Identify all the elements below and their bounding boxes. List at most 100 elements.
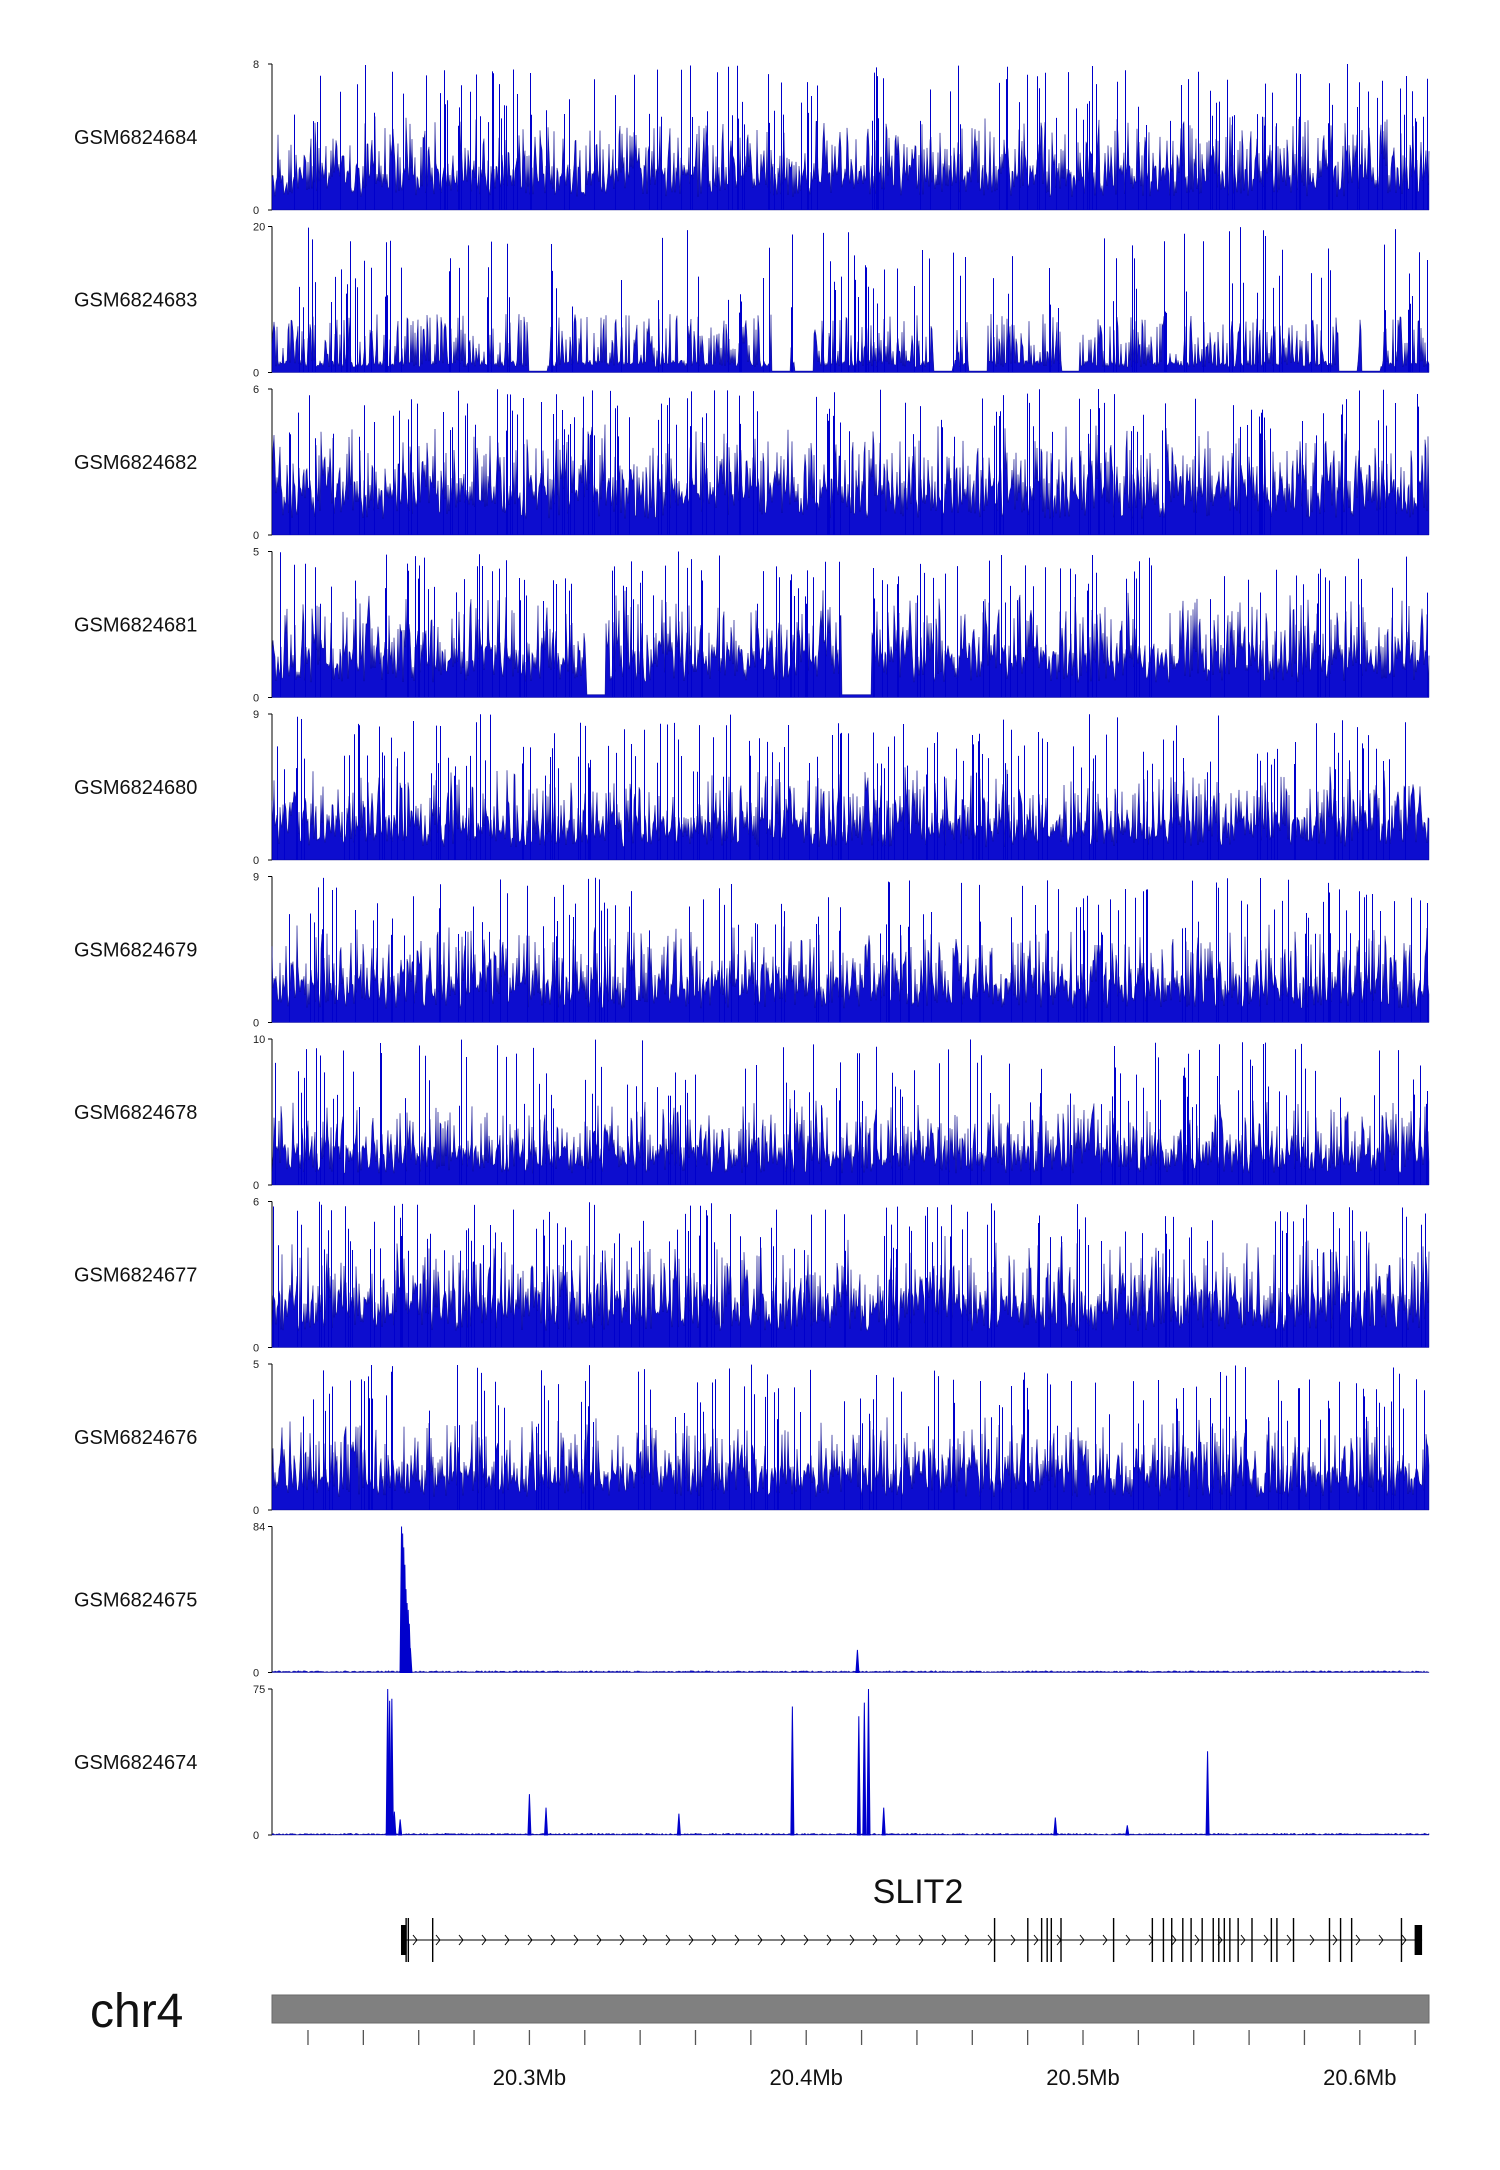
signal-area	[271, 1417, 1430, 1511]
y-tick-label-max: 6	[253, 384, 259, 396]
gene-exon	[405, 1918, 407, 1962]
gene-exon	[1292, 1918, 1295, 1962]
signal-peak	[1125, 1825, 1130, 1836]
signal-spikes	[303, 1364, 1425, 1510]
y-tick-label-max: 9	[253, 709, 259, 721]
track-GSM6824677: GSM6824677 6 0	[74, 1197, 1430, 1355]
y-tick-label-max: 8	[253, 59, 259, 71]
signal-spikes	[273, 1201, 1426, 1348]
signal-area	[271, 1098, 1430, 1186]
x-tick-label: 20.6Mb	[1323, 2065, 1396, 2090]
track-label: GSM6824681	[74, 615, 197, 637]
gene-exon	[1339, 1918, 1342, 1962]
x-tick-label: 20.3Mb	[493, 2065, 566, 2090]
track-label: GSM6824682	[74, 452, 197, 474]
track-label: GSM6824678	[74, 1102, 197, 1124]
signal-peak	[866, 1688, 871, 1836]
signal-peak	[398, 1819, 403, 1836]
signal-peak	[881, 1807, 886, 1836]
signal-peak	[1053, 1817, 1058, 1836]
gene-exon	[1171, 1918, 1173, 1962]
gene-exon	[1060, 1918, 1062, 1962]
gene-exon	[1151, 1918, 1154, 1962]
track-GSM6824681: GSM6824681 5 0	[74, 547, 1430, 705]
gene-exon	[1162, 1918, 1165, 1962]
y-tick-label-min: 0	[253, 1343, 259, 1355]
signal-area	[271, 1235, 1430, 1348]
chromosome-ideogram	[271, 1994, 1430, 2024]
signal-peak	[408, 1648, 413, 1673]
gene-exon	[1400, 1918, 1403, 1962]
gene-exon	[1414, 1925, 1423, 1955]
x-tick-label: 20.5Mb	[1046, 2065, 1119, 2090]
track-GSM6824679: GSM6824679 9 0	[74, 872, 1430, 1030]
signal-area	[271, 314, 1430, 373]
signal-area	[271, 1670, 1430, 1673]
track-label: GSM6824675	[74, 1590, 197, 1612]
gene-exon	[1190, 1918, 1192, 1962]
y-tick-label-min: 0	[253, 1505, 259, 1517]
signal-spikes	[280, 551, 1428, 698]
genome-axis: 20.3Mb 20.4Mb 20.5Mb 20.6Mb	[307, 2030, 1416, 2090]
gene-name: SLIT2	[873, 1873, 964, 1911]
signal-area	[271, 1832, 1430, 1836]
gene-exon	[1276, 1918, 1278, 1962]
signal-area	[271, 924, 1430, 1023]
signal-spikes	[294, 64, 1428, 210]
track-GSM6824676: GSM6824676 5 0	[74, 1359, 1430, 1517]
signal-peak	[855, 1649, 860, 1673]
gene-exon	[1237, 1918, 1239, 1962]
track-GSM6824674: GSM6824674 75 0	[74, 1684, 1430, 1842]
track-label: GSM6824683	[74, 290, 197, 312]
signal-spikes	[289, 389, 1419, 535]
gene-exon	[1251, 1918, 1253, 1962]
gene-exon	[1040, 1918, 1043, 1962]
x-tick-label: 20.4Mb	[770, 2065, 843, 2090]
signal-spikes	[275, 1039, 1428, 1185]
signal-spikes	[299, 227, 1428, 373]
gene-exon	[1223, 1918, 1226, 1962]
gene-exon	[1212, 1918, 1214, 1962]
y-tick-label-min: 0	[253, 530, 259, 542]
gene-exon	[407, 1918, 410, 1962]
y-tick-label-min: 0	[253, 1830, 259, 1842]
gene-exon	[400, 1925, 406, 1955]
y-tick-label-max: 6	[253, 1197, 259, 1209]
y-tick-label-max: 20	[253, 222, 265, 234]
gene-exon	[1046, 1918, 1048, 1962]
y-tick-label-min: 0	[253, 1018, 259, 1030]
gene-exon	[993, 1918, 996, 1962]
track-GSM6824684: GSM6824684 8 0	[74, 59, 1430, 217]
y-tick-label-max: 10	[253, 1034, 265, 1046]
y-tick-label-min: 0	[253, 1668, 259, 1680]
signal-tracks: GSM682468480GSM6824683200GSM682468260GSM…	[74, 59, 1430, 1842]
chromosome-track: chr4	[90, 1985, 1430, 2038]
signal-peak	[527, 1794, 532, 1836]
signal-peak	[862, 1702, 867, 1836]
signal-spikes	[289, 877, 1428, 1023]
y-tick-label-max: 75	[253, 1684, 265, 1696]
track-label: GSM6824679	[74, 940, 197, 962]
signal-area	[271, 116, 1430, 211]
gene-exon	[431, 1918, 434, 1962]
gene-exon	[1182, 1918, 1184, 1962]
y-tick-label-min: 0	[253, 1180, 259, 1192]
track-GSM6824678: GSM6824678 10 0	[74, 1034, 1430, 1192]
signal-spikes	[277, 714, 1406, 860]
track-label: GSM6824674	[74, 1752, 197, 1774]
gene-track: SLIT2	[400, 1873, 1423, 1962]
signal-peak	[1205, 1751, 1210, 1836]
signal-area	[271, 766, 1430, 861]
gene-exon	[1350, 1918, 1353, 1962]
signal-peak	[790, 1706, 795, 1836]
gene-exon	[1050, 1918, 1053, 1962]
gene-exon	[1218, 1918, 1220, 1962]
y-tick-label-max: 5	[253, 1359, 259, 1371]
gene-exon	[1201, 1918, 1203, 1962]
track-label: GSM6824676	[74, 1427, 197, 1449]
track-GSM6824680: GSM6824680 9 0	[74, 709, 1430, 867]
y-tick-label-min: 0	[253, 368, 259, 380]
y-tick-label-min: 0	[253, 205, 259, 217]
y-tick-label-max: 9	[253, 872, 259, 884]
